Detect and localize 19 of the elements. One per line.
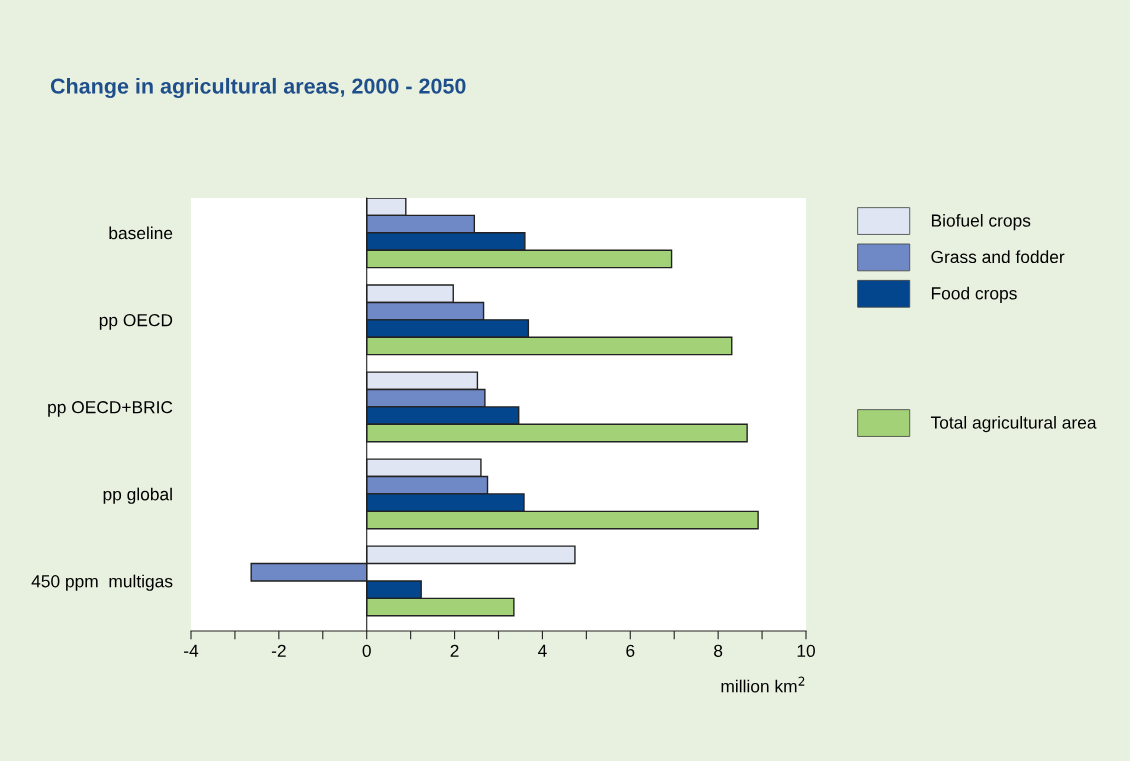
x-tick-label: 4	[538, 644, 547, 657]
x-tick-label: -4	[184, 644, 199, 657]
x-tick-label: 0	[362, 644, 371, 657]
x-tick-label: -2	[271, 644, 286, 657]
x-tick-label: 2	[450, 644, 459, 657]
y-tick-label: 450 ppm multigas	[31, 574, 173, 591]
y-tick-label: pp OECD	[99, 314, 173, 330]
x-tick-label: 6	[626, 644, 635, 657]
legend-label: Total agricultural area	[930, 415, 1097, 433]
x-tick-label: 8	[714, 644, 723, 657]
y-tick-label: pp OECD+BRIC	[48, 401, 173, 417]
y-tick-label: baseline	[109, 226, 173, 240]
legend-label: Grass and fodder	[931, 250, 1065, 264]
legend-label: Biofuel crops	[931, 213, 1031, 231]
x-axis-title: million km$^{2}$	[721, 676, 805, 693]
legend-label: Food crops	[931, 286, 1017, 303]
y-tick-label: pp global	[103, 487, 172, 504]
x-tick-label: 10	[797, 644, 815, 657]
chart-title: Change in agricultural areas, 2000 - 2050	[50, 77, 466, 99]
